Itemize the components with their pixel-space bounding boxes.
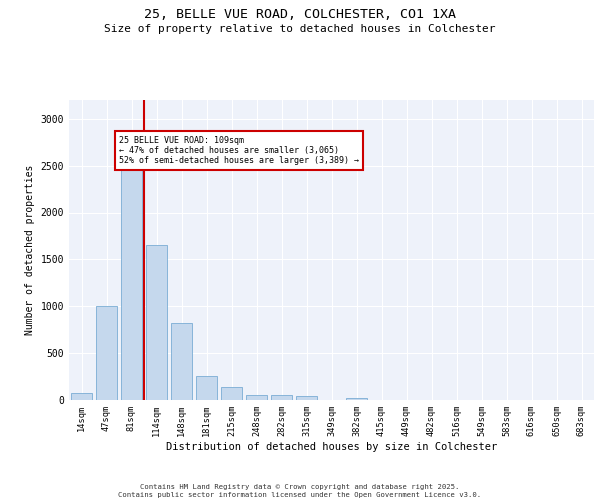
Bar	[96, 306, 117, 400]
Bar	[71, 393, 92, 400]
Bar	[346, 398, 367, 400]
X-axis label: Distribution of detached houses by size in Colchester: Distribution of detached houses by size …	[166, 442, 497, 452]
Text: Contains HM Land Registry data © Crown copyright and database right 2025.
Contai: Contains HM Land Registry data © Crown c…	[118, 484, 482, 498]
Text: Size of property relative to detached houses in Colchester: Size of property relative to detached ho…	[104, 24, 496, 34]
Bar	[146, 246, 167, 400]
Bar	[271, 396, 292, 400]
Bar	[121, 170, 142, 400]
Text: 25 BELLE VUE ROAD: 109sqm
← 47% of detached houses are smaller (3,065)
52% of se: 25 BELLE VUE ROAD: 109sqm ← 47% of detac…	[119, 136, 359, 166]
Text: 25, BELLE VUE ROAD, COLCHESTER, CO1 1XA: 25, BELLE VUE ROAD, COLCHESTER, CO1 1XA	[144, 8, 456, 20]
Bar	[196, 376, 217, 400]
Y-axis label: Number of detached properties: Number of detached properties	[25, 165, 35, 335]
Bar	[296, 396, 317, 400]
Bar	[246, 396, 267, 400]
Bar	[221, 387, 242, 400]
Bar	[171, 323, 192, 400]
